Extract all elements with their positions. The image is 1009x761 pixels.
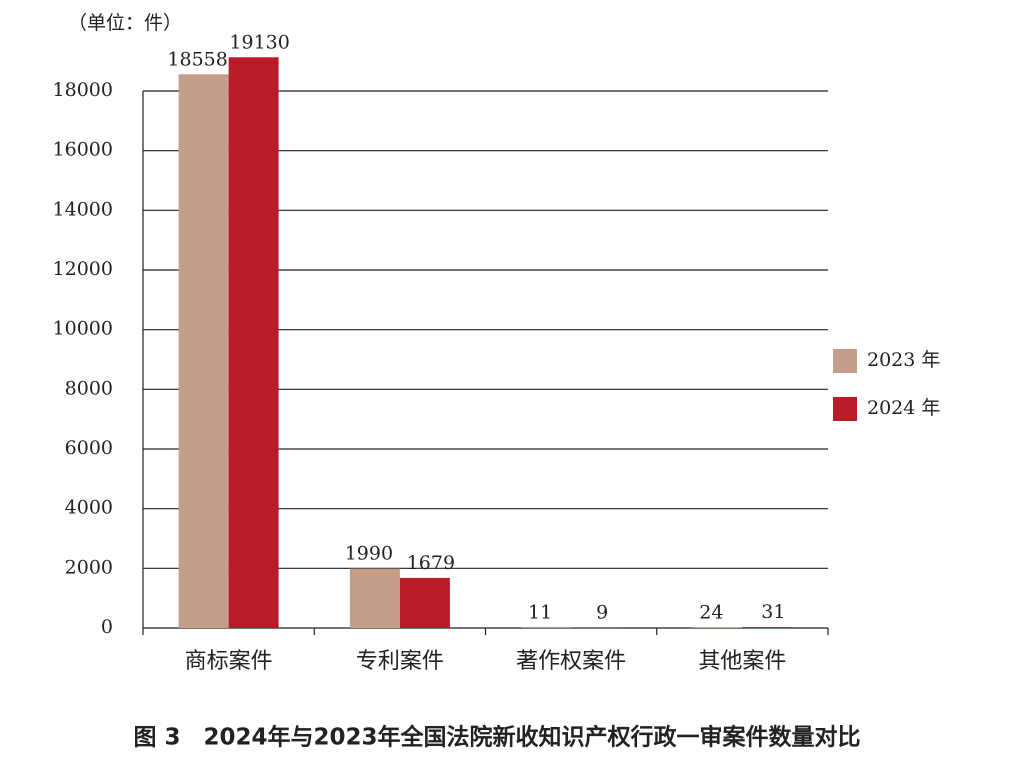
y-tick-label: 2000 (65, 556, 113, 578)
legend-swatch (833, 397, 857, 421)
data-label: 1990 (345, 543, 393, 565)
y-tick-label: 12000 (53, 258, 113, 280)
bar (742, 627, 793, 628)
y-tick-label: 4000 (65, 497, 113, 519)
y-tick-label: 18000 (53, 79, 113, 101)
bar (178, 74, 229, 628)
data-label: 19130 (229, 31, 289, 53)
x-tick-label: 专利案件 (356, 649, 444, 674)
x-tick-label: 著作权案件 (516, 649, 626, 674)
data-label: 11 (528, 602, 552, 624)
legend-label: 2023 年 (867, 349, 940, 371)
caption: 图 3 2024年与2023年全国法院新收知识产权行政一审案件数量对比 (133, 724, 860, 751)
data-label: 9 (596, 602, 608, 624)
legend-label: 2024 年 (867, 397, 940, 419)
bar (399, 577, 450, 628)
unit-label: （单位：件） (68, 12, 182, 34)
bar (349, 568, 400, 628)
data-label: 24 (699, 601, 723, 623)
y-tick-label: 0 (101, 616, 113, 638)
bar (692, 627, 743, 628)
x-tick-label: 商标案件 (185, 649, 273, 674)
data-label: 1679 (407, 552, 455, 574)
legend-swatch (833, 349, 857, 373)
y-tick-label: 8000 (65, 377, 113, 399)
data-label: 18558 (167, 48, 227, 70)
y-tick-label: 16000 (53, 139, 113, 161)
y-tick-label: 6000 (65, 437, 113, 459)
y-tick-label: 10000 (53, 318, 113, 340)
bar (228, 57, 279, 629)
y-tick-label: 14000 (53, 198, 113, 220)
x-tick-label: 其他案件 (698, 649, 786, 674)
data-label: 31 (761, 601, 785, 623)
